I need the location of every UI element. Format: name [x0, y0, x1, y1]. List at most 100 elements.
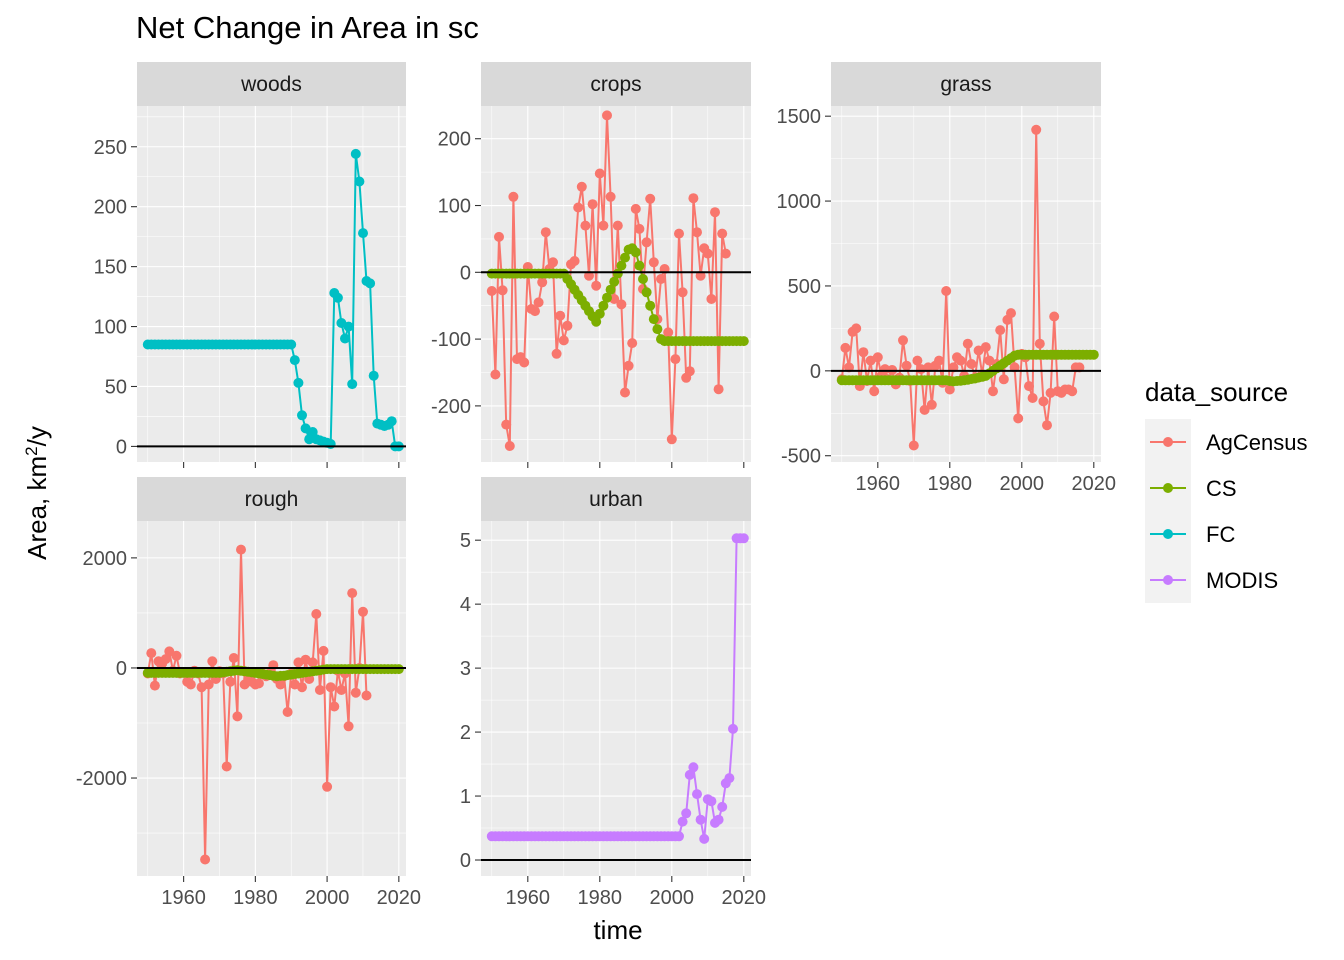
- data-point-agcensus: [1013, 413, 1024, 424]
- data-point-agcensus: [540, 227, 551, 238]
- data-point-modis: [684, 769, 695, 780]
- data-point-agcensus: [988, 386, 998, 397]
- data-point-cs: [1088, 349, 1099, 360]
- data-point-modis: [677, 816, 688, 827]
- panel-background-grass: [831, 106, 1101, 462]
- data-point-agcensus: [533, 297, 544, 308]
- y-tick-label: 100: [94, 317, 127, 339]
- data-point-fc: [368, 370, 379, 381]
- panel-background-rough: [137, 521, 406, 876]
- y-tick-label: 4: [460, 594, 471, 616]
- legend-label-cs: CS: [1206, 476, 1237, 501]
- data-point-agcensus: [713, 384, 724, 395]
- y-tick-label: 200: [438, 129, 471, 151]
- data-point-modis: [692, 789, 702, 800]
- data-point-agcensus: [944, 384, 955, 395]
- data-point-agcensus: [228, 653, 239, 663]
- data-point-agcensus: [1038, 396, 1049, 407]
- data-point-modis: [695, 814, 706, 825]
- legend-label-agcensus: AgCensus: [1206, 430, 1308, 455]
- data-point-agcensus: [898, 335, 908, 346]
- y-tick-label: 250: [94, 137, 127, 159]
- data-point-agcensus: [851, 323, 862, 334]
- data-layer-urban: [486, 533, 749, 844]
- data-point-agcensus: [580, 220, 591, 231]
- y-tick-label: 1500: [777, 106, 822, 128]
- x-axis-title: time: [593, 915, 642, 945]
- data-point-fc: [343, 321, 354, 332]
- y-tick-label: 0: [116, 658, 127, 680]
- data-point-agcensus: [185, 679, 196, 690]
- data-point-agcensus: [1067, 386, 1078, 397]
- data-point-agcensus: [149, 680, 160, 691]
- data-point-agcensus: [630, 203, 641, 214]
- data-point-fc: [332, 292, 343, 303]
- data-point-fc: [286, 339, 297, 350]
- y-tick-label: 150: [94, 257, 127, 279]
- legend-key-point: [1163, 529, 1173, 539]
- data-point-cs: [648, 314, 659, 325]
- data-point-agcensus: [236, 544, 246, 555]
- data-point-agcensus: [941, 286, 952, 296]
- y-tick-label: -100: [431, 329, 471, 351]
- data-point-agcensus: [519, 357, 530, 368]
- data-point-agcensus: [200, 854, 211, 865]
- data-point-agcensus: [684, 366, 695, 377]
- data-point-cs: [598, 300, 609, 311]
- legend-key-point: [1163, 575, 1173, 585]
- data-point-agcensus: [710, 207, 720, 218]
- x-tick-label: 1960: [506, 887, 551, 909]
- data-point-agcensus: [548, 257, 558, 268]
- data-point-cs: [609, 276, 620, 287]
- data-point-modis: [724, 773, 735, 784]
- data-point-agcensus: [648, 257, 659, 268]
- panel-crops: crops -200 -100 0 100 200: [431, 62, 751, 468]
- data-point-agcensus: [569, 256, 580, 266]
- strip-urban: [481, 477, 751, 521]
- data-point-agcensus: [225, 676, 236, 687]
- data-point-agcensus: [146, 648, 157, 659]
- data-point-agcensus: [558, 335, 569, 346]
- y-tick-label: 3: [460, 658, 471, 680]
- data-point-agcensus: [998, 374, 1009, 385]
- data-point-agcensus: [307, 657, 318, 668]
- data-point-agcensus: [504, 441, 515, 451]
- data-point-agcensus: [508, 191, 519, 202]
- y-tick-label: 100: [438, 196, 471, 218]
- data-point-modis: [717, 801, 728, 812]
- data-point-agcensus: [1031, 124, 1042, 135]
- data-point-agcensus: [962, 338, 973, 349]
- strip-label-urban: urban: [589, 488, 643, 511]
- data-point-cs: [645, 300, 656, 311]
- panel-urban: urban 0 1 2 3 4 5 1960 1980 2000 2020: [460, 477, 766, 909]
- data-point-fc: [365, 278, 376, 289]
- data-point-modis: [713, 814, 724, 825]
- strip-label-woods: woods: [240, 73, 302, 96]
- data-point-agcensus: [995, 325, 1006, 336]
- data-point-agcensus: [490, 369, 501, 380]
- data-point-fc: [350, 148, 361, 159]
- data-point-fc: [293, 377, 304, 388]
- data-point-agcensus: [634, 223, 645, 234]
- data-point-agcensus: [1034, 338, 1045, 349]
- data-point-agcensus: [627, 338, 638, 349]
- y-tick-label: 0: [810, 361, 821, 383]
- data-point-agcensus: [1027, 393, 1038, 403]
- data-point-agcensus: [343, 721, 354, 732]
- data-point-agcensus: [670, 354, 681, 365]
- data-point-agcensus: [677, 287, 688, 298]
- data-point-agcensus: [160, 654, 171, 665]
- data-point-fc: [325, 439, 336, 449]
- strip-woods: [137, 62, 406, 106]
- x-tick-label: 2000: [1000, 473, 1045, 495]
- data-point-agcensus: [318, 645, 329, 656]
- data-point-agcensus: [336, 685, 347, 695]
- data-point-agcensus: [358, 606, 368, 617]
- data-point-agcensus: [901, 360, 912, 371]
- data-point-agcensus: [350, 687, 361, 698]
- y-tick-label: 2000: [83, 548, 128, 570]
- data-point-agcensus: [325, 682, 336, 693]
- data-point-agcensus: [688, 193, 699, 204]
- y-tick-label: 50: [105, 376, 127, 398]
- data-point-agcensus: [663, 327, 674, 338]
